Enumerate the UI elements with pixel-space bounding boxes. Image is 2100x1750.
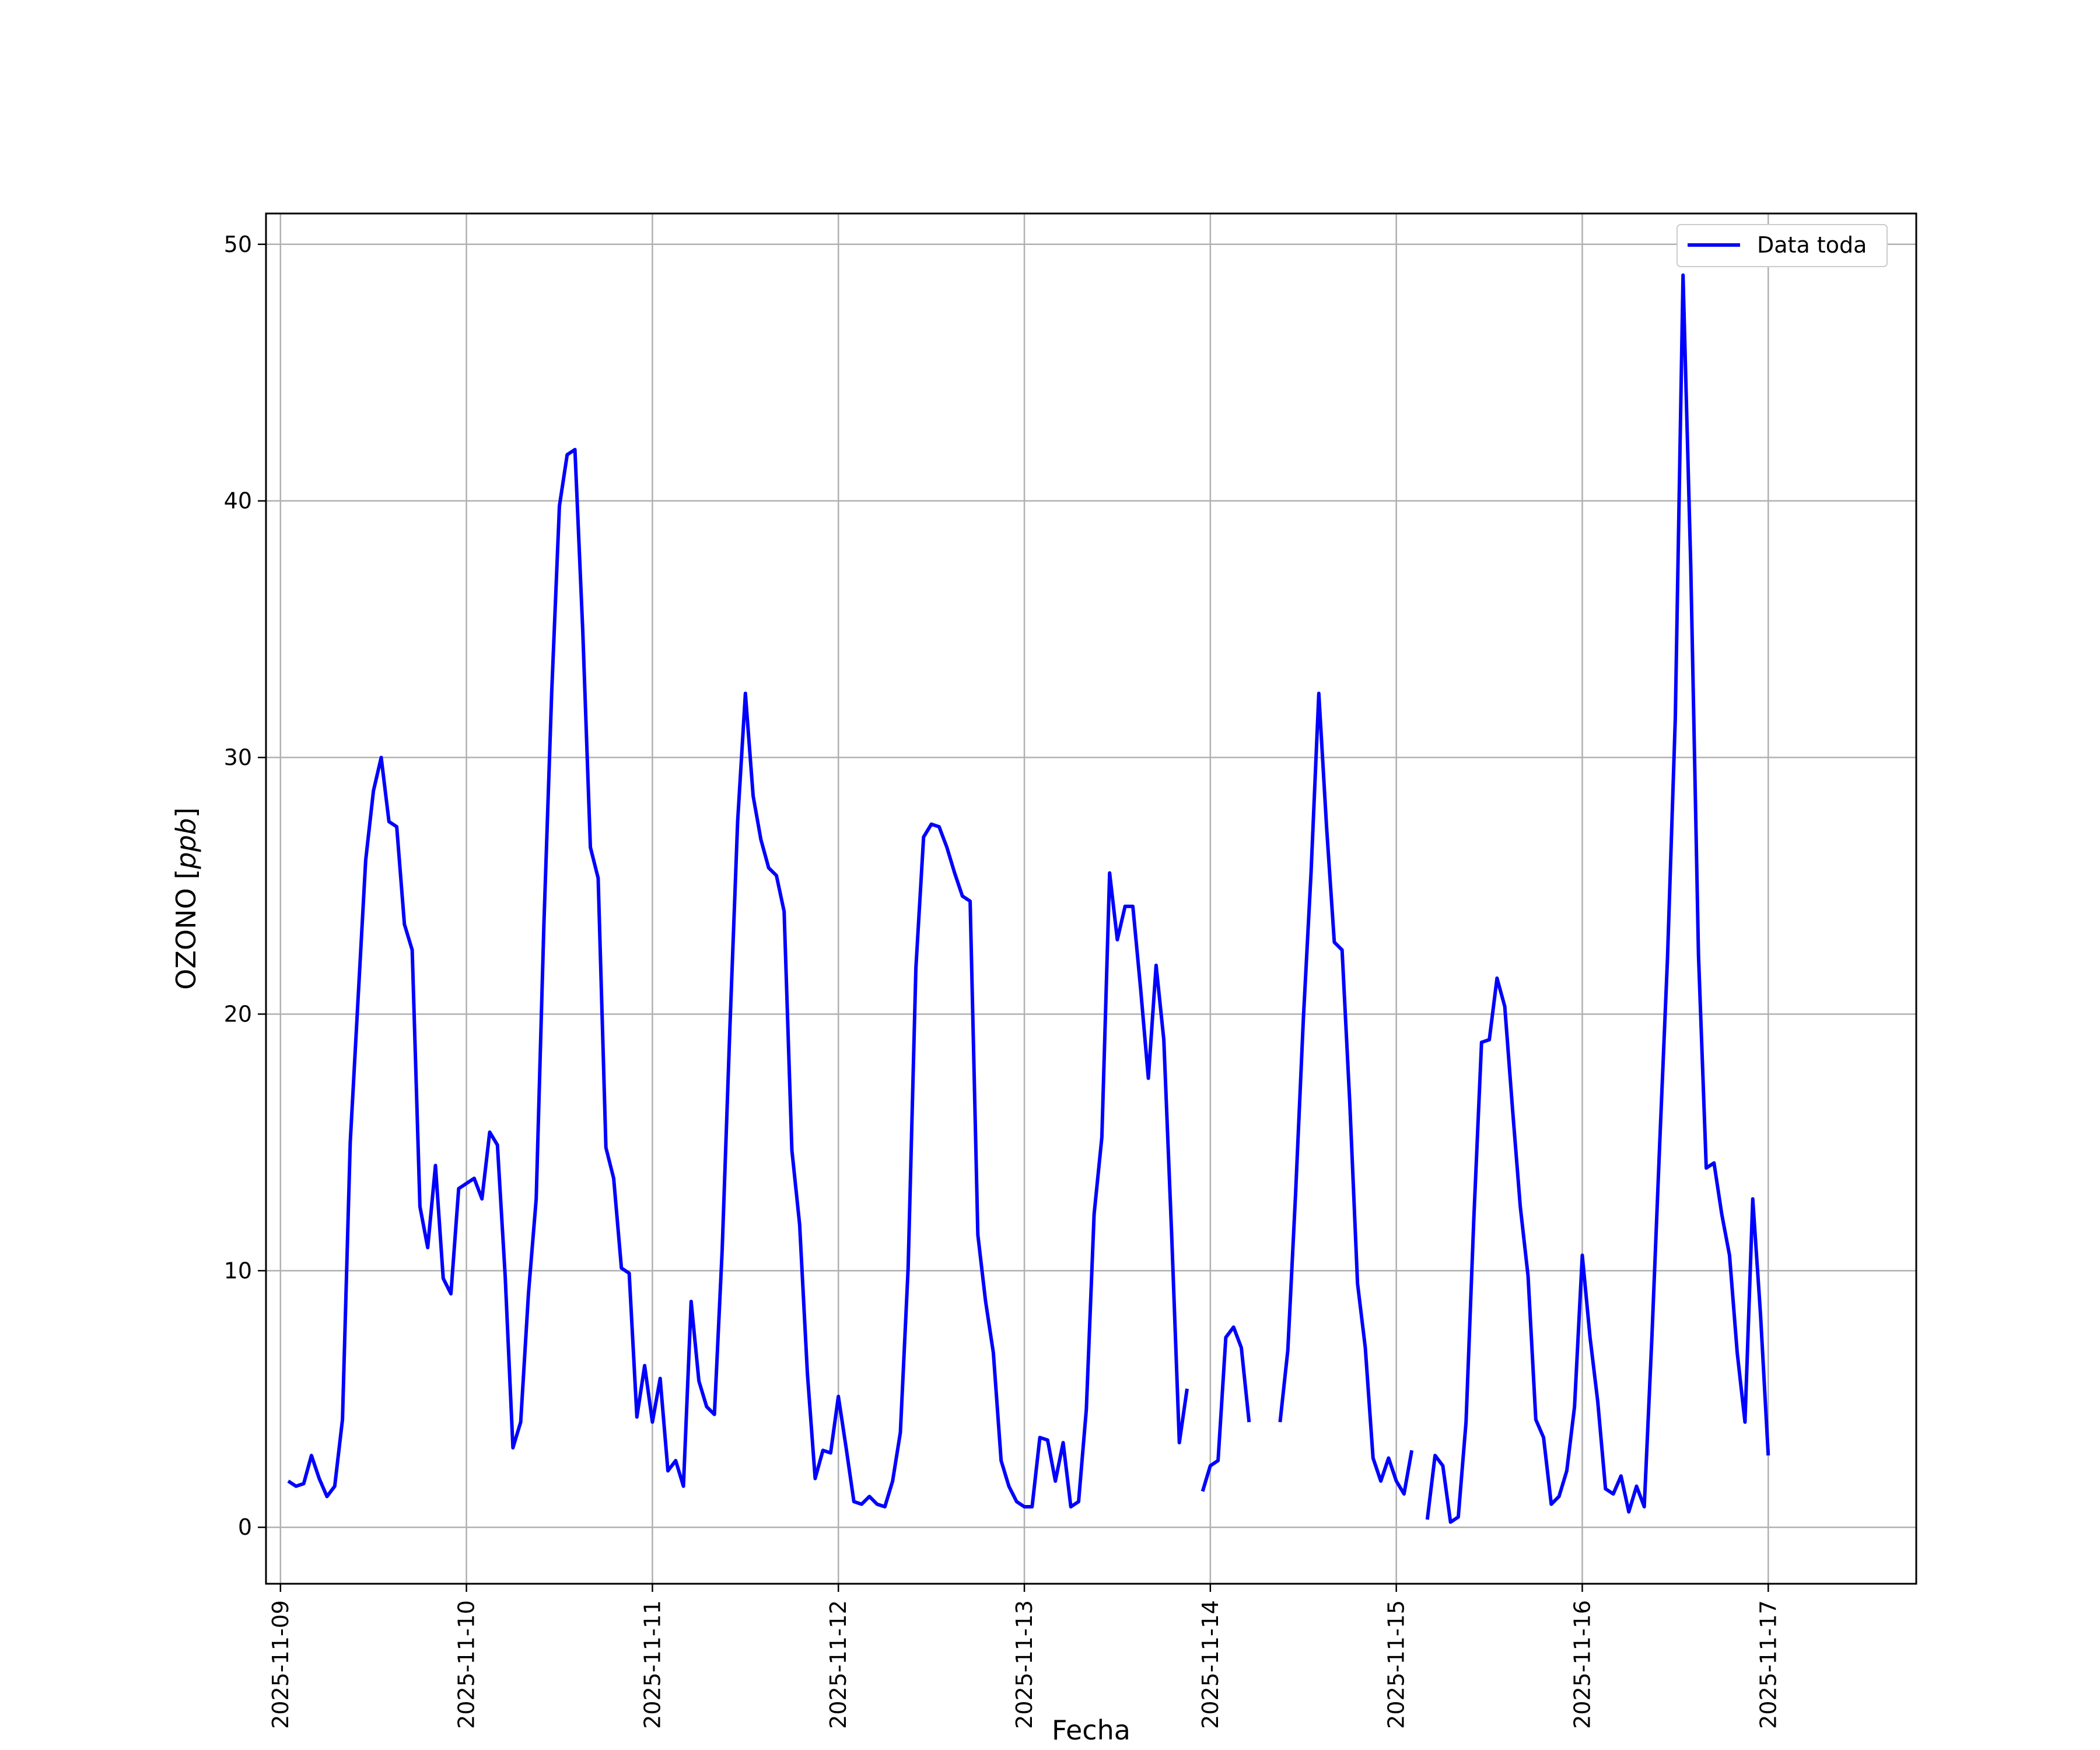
x-axis-label: Fecha [1052,1714,1130,1746]
series-line-data-toda [1425,273,1770,1524]
x-tick-label: 2025-11-16 [1569,1600,1595,1729]
legend-label-data-toda: Data toda [1757,232,1867,258]
x-tick-label: 2025-11-17 [1755,1600,1781,1729]
y-tick-label: 0 [238,1514,252,1540]
legend: Data toda [1676,224,1888,267]
series-layer [287,273,1770,1524]
plot-frame [265,212,1917,1585]
series-line-data-toda [1278,691,1414,1496]
y-axis-label: OZONO [ppb] [170,807,202,990]
series-line-data-toda [1200,1325,1251,1492]
x-tick-label: 2025-11-12 [825,1600,851,1729]
x-axis: 2025-11-09 2025-11-10 2025-11-11 2025-11-12… [268,1584,1781,1729]
y-tick-label: 50 [224,232,252,257]
series-line-data-toda [287,447,1189,1508]
y-tick-label: 20 [224,1001,252,1027]
y-tick-label: 30 [224,745,252,771]
x-tick-label: 2025-11-13 [1012,1600,1037,1729]
y-axis-label-main: OZONO [170,880,202,990]
y-axis-label-close: ] [170,807,202,818]
y-axis-label-open: [ [170,869,202,880]
y-tick-label: 40 [224,488,252,514]
x-tick-label: 2025-11-09 [268,1600,293,1729]
legend-box [1676,224,1888,267]
y-axis: 0 10 20 30 40 50 [224,232,266,1540]
x-tick-label: 2025-11-14 [1198,1600,1223,1729]
y-tick-label: 10 [224,1258,252,1283]
y-axis-label-unit: ppb [170,818,202,870]
x-tick-label: 2025-11-15 [1384,1600,1409,1729]
x-tick-label: 2025-11-10 [454,1600,480,1729]
x-tick-label: 2025-11-11 [639,1600,665,1729]
